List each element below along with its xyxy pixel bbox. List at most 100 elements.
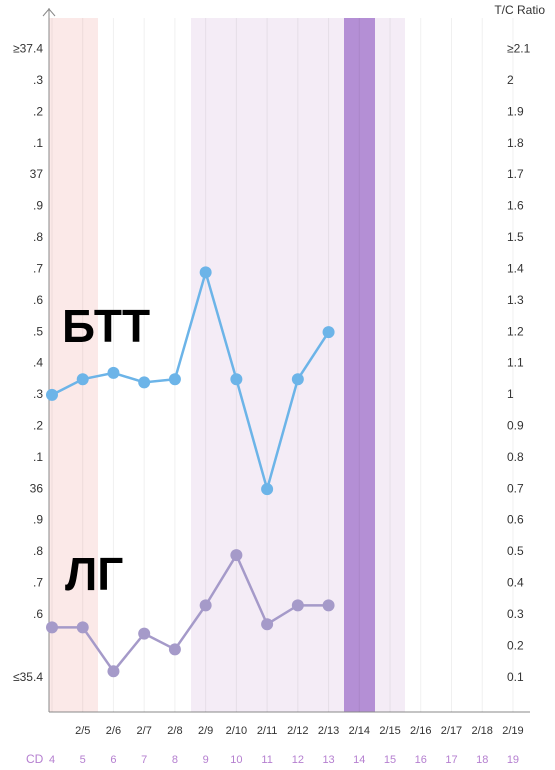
data-point: [168, 643, 181, 656]
y2-tick-label: 0.5: [507, 544, 524, 558]
y-tick-label: 37: [30, 167, 44, 181]
y2-tick-label: 1.5: [507, 230, 524, 244]
data-point: [168, 373, 181, 386]
data-point: [138, 627, 151, 640]
cycle-day-label: 8: [172, 754, 178, 766]
cycle-day-label: 6: [110, 754, 116, 766]
y-tick-label: .8: [33, 544, 43, 558]
x-tick-label: 2/12: [287, 725, 308, 737]
data-point: [76, 373, 89, 386]
x-tick-label: 2/17: [441, 725, 462, 737]
x-tick-label: 2/16: [410, 725, 431, 737]
data-point: [291, 599, 304, 612]
x-tick-label: 2/5: [75, 725, 90, 737]
y2-tick-label: 0.3: [507, 607, 524, 621]
x-tick-label: 2/9: [198, 725, 213, 737]
y-tick-label: .9: [33, 513, 43, 527]
x-tick-label: 2/10: [226, 725, 247, 737]
y2-tick-label: 1.1: [507, 356, 524, 370]
y-tick-label: .8: [33, 230, 43, 244]
cycle-day-label: 14: [353, 754, 365, 766]
axis-arrow: [42, 8, 56, 17]
data-point: [261, 483, 274, 496]
y-tick-label: .2: [33, 104, 43, 118]
data-point: [107, 665, 120, 678]
data-point: [46, 388, 58, 401]
y-tick-label: ≤35.4: [13, 670, 43, 684]
y2-tick-label: 1.9: [507, 104, 524, 118]
y2-tick-label: 0.7: [507, 481, 524, 495]
y-tick-label: 36: [30, 481, 44, 495]
data-point: [322, 599, 335, 612]
annotation: ЛГ: [65, 548, 123, 600]
y-tick-label: .1: [33, 136, 43, 150]
y2-tick-label: 0.8: [507, 450, 524, 464]
data-point: [291, 373, 304, 386]
y2-tick-label: 1.2: [507, 324, 524, 338]
data-point: [230, 549, 243, 562]
cycle-day-label: 15: [384, 754, 396, 766]
y-tick-label: .6: [33, 293, 43, 307]
y-tick-label: .2: [33, 418, 43, 432]
y2-tick-label: 0.6: [507, 513, 524, 527]
y2-tick-label: 0.2: [507, 638, 524, 652]
y-tick-label: .6: [33, 607, 43, 621]
cycle-day-label: 17: [445, 754, 457, 766]
x-tick-label: 2/15: [379, 725, 400, 737]
x-tick-label: 2/18: [472, 725, 493, 737]
data-point: [138, 376, 151, 389]
y-tick-label: .7: [33, 576, 43, 590]
cycle-day-label: 9: [203, 754, 209, 766]
y2-tick-label: ≥2.1: [507, 42, 531, 56]
data-point: [107, 366, 120, 379]
period-band: [49, 18, 98, 712]
y2-tick-label: 0.9: [507, 418, 524, 432]
cd-label: CD: [26, 752, 44, 766]
y2-tick-label: 1.4: [507, 261, 524, 275]
y2-tick-label: 0.4: [507, 576, 524, 590]
cycle-day-label: 13: [322, 754, 334, 766]
x-tick-label: 2/8: [167, 725, 182, 737]
y-tick-label: ≥37.4: [13, 42, 43, 56]
x-tick-label: 2/6: [106, 725, 121, 737]
cycle-day-label: 4: [49, 754, 55, 766]
x-tick-label: 2/11: [257, 725, 278, 737]
data-point: [199, 599, 212, 612]
cycle-day-label: 19: [507, 754, 519, 766]
y2-tick-label: 1.3: [507, 293, 524, 307]
x-tick-label: 2/7: [137, 725, 152, 737]
y-tick-label: .4: [33, 356, 43, 370]
cycle-day-label: 11: [261, 754, 272, 766]
x-tick-label: 2/14: [349, 725, 370, 737]
cycle-day-label: 10: [230, 754, 242, 766]
y2-tick-label: 1.7: [507, 167, 524, 181]
cycle-day-label: 18: [476, 754, 488, 766]
data-point: [199, 266, 212, 279]
series-line: [51, 267, 330, 494]
data-point: [322, 326, 335, 339]
annotation: БТТ: [62, 300, 150, 352]
data-point: [230, 373, 243, 386]
data-point: [46, 621, 58, 634]
y2-tick-label: 1: [507, 387, 514, 401]
y2-tick-label: 1.6: [507, 199, 524, 213]
series-line: [52, 552, 329, 674]
y2-tick-label: 1.8: [507, 136, 524, 150]
cycle-day-label: 12: [292, 754, 304, 766]
y-tick-label: .7: [33, 261, 43, 275]
y2-axis-label: T/C Ratio: [494, 3, 545, 17]
x-tick-label: 2/13: [318, 725, 339, 737]
data-point: [76, 621, 89, 634]
y-tick-label: .9: [33, 199, 43, 213]
cycle-day-label: 5: [80, 754, 86, 766]
cycle-day-label: 16: [415, 754, 427, 766]
data-point: [261, 618, 274, 631]
x-tick-label: 2/19: [502, 725, 523, 737]
y-tick-label: .3: [33, 73, 43, 87]
cycle-day-label: 7: [141, 754, 147, 766]
y2-tick-label: 2: [507, 73, 514, 87]
y2-tick-label: 0.1: [507, 670, 524, 684]
y-tick-label: .3: [33, 387, 43, 401]
ovulation-band: [344, 18, 375, 712]
